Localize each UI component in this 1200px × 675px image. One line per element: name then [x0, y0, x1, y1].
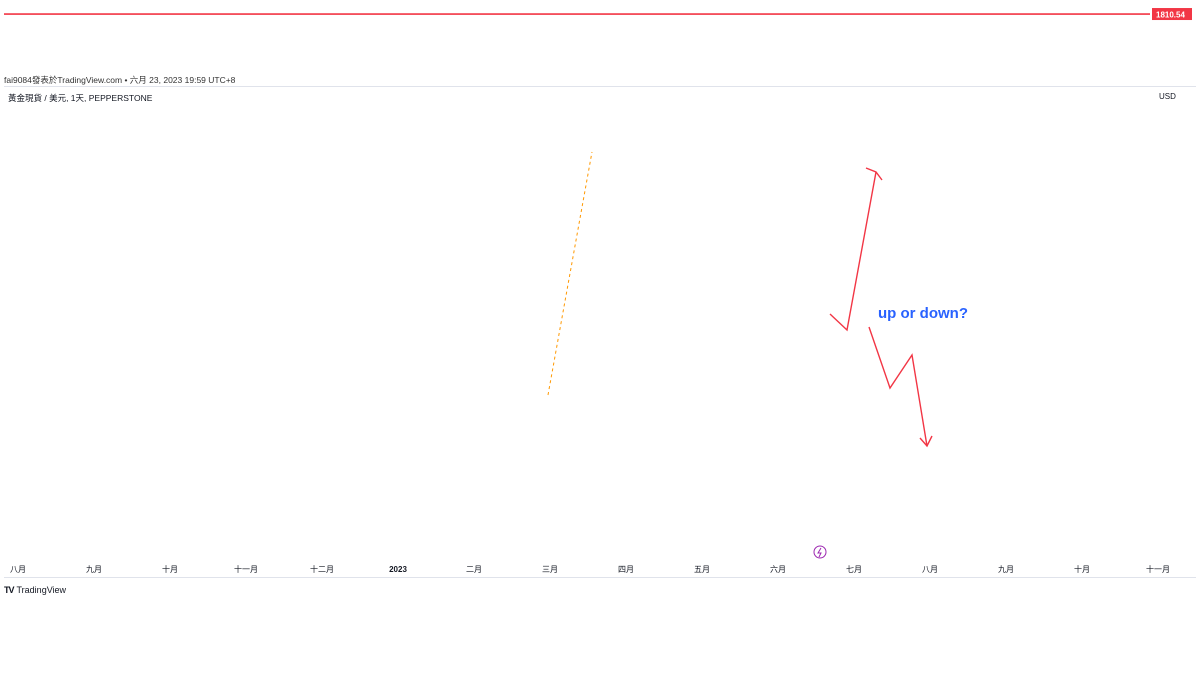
footer-brand: TradingView	[16, 585, 67, 595]
chart-frame	[4, 86, 1196, 578]
level-price-tag	[1152, 8, 1192, 21]
tradingview-logo-icon: TV	[4, 585, 14, 595]
symbol-title[interactable]: 黃金現貨 / 美元, 1天, PEPPERSTONE	[8, 93, 153, 103]
level-price-label: 1810.54	[1156, 11, 1185, 20]
tradingview-footer: TV TradingView	[4, 585, 66, 595]
chart-attribution: fai9084發表於TradingView.com • 六月 23, 2023 …	[4, 75, 236, 85]
